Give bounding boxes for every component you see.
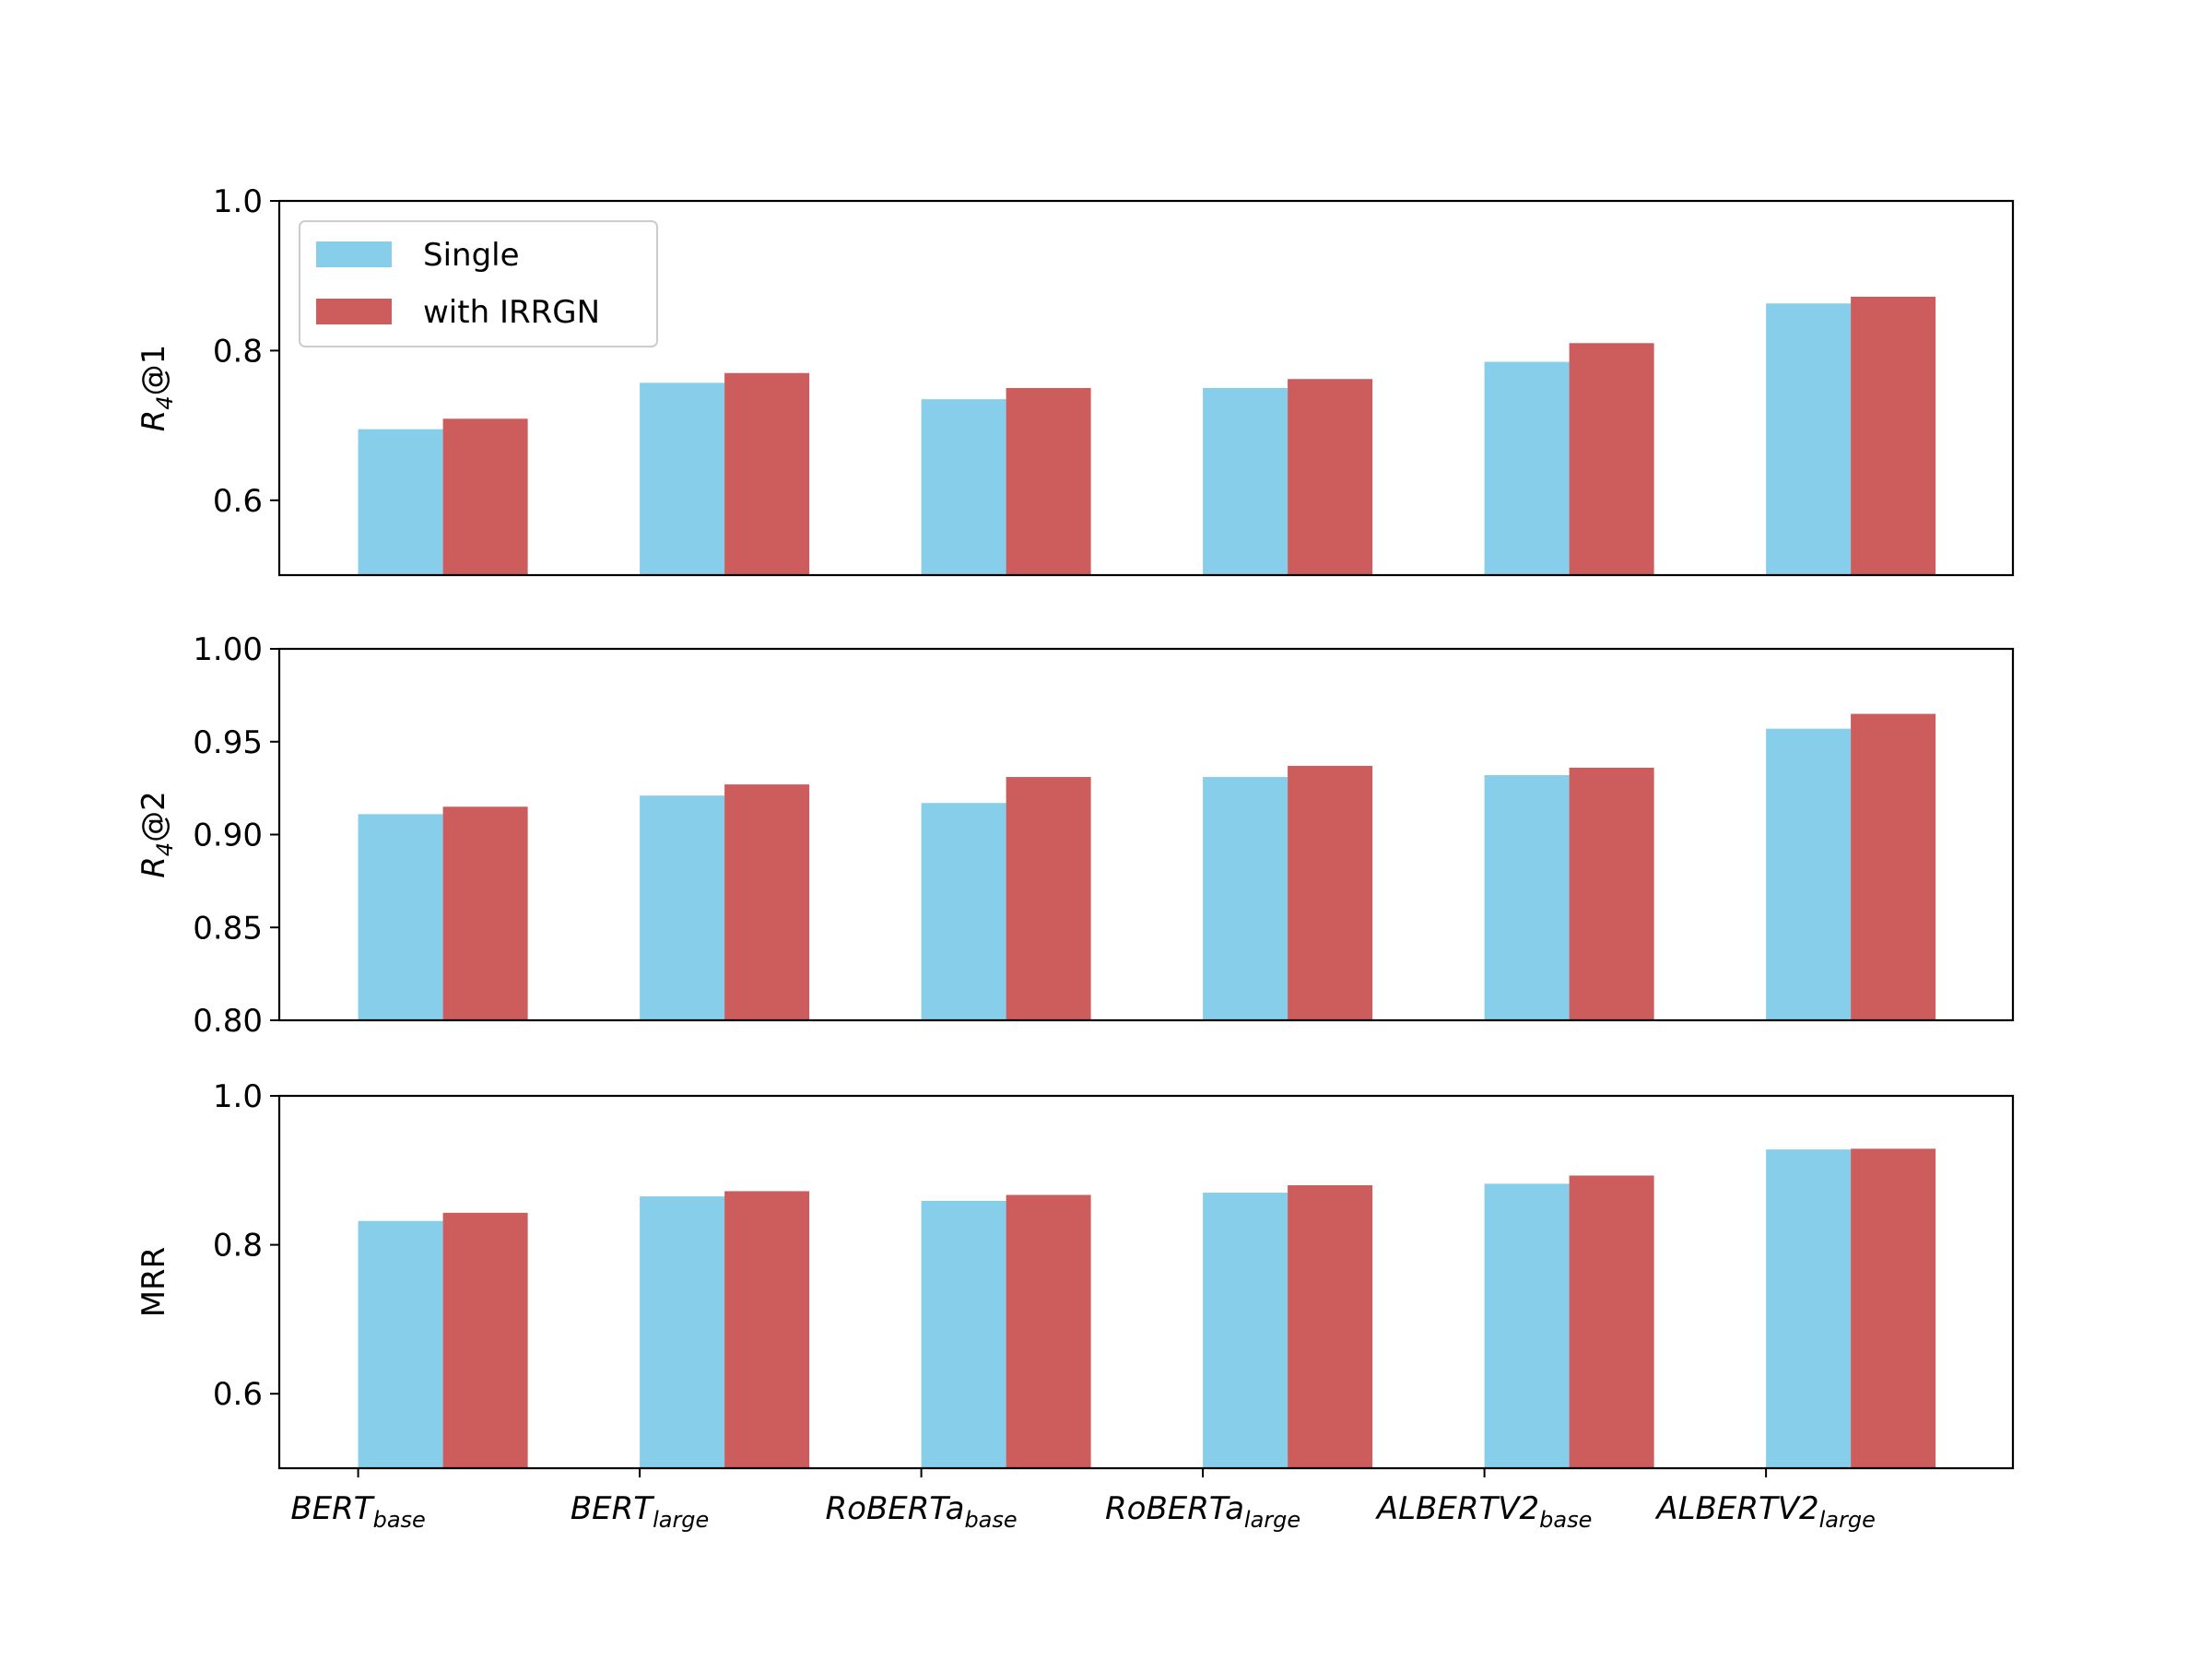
bar xyxy=(1484,775,1570,1020)
y-axis-label-suffix: @1 xyxy=(135,345,172,396)
x-tick-label-sub: large xyxy=(1244,1507,1300,1533)
y-tick-label: 0.80 xyxy=(193,1003,263,1040)
x-tick-label-main: ALBERTV2 xyxy=(1375,1490,1539,1527)
bar xyxy=(1288,1184,1373,1468)
legend-swatch xyxy=(316,241,392,267)
bar xyxy=(724,784,810,1020)
x-tick-label-main: RoBERTa xyxy=(826,1490,965,1527)
bar xyxy=(921,803,1006,1020)
axes-frame xyxy=(277,647,2015,1022)
bar xyxy=(358,1220,443,1468)
bar xyxy=(442,806,528,1020)
bar xyxy=(1006,777,1091,1020)
x-tick-label-main: RoBERTa xyxy=(1105,1490,1244,1527)
bar xyxy=(1288,379,1373,575)
y-tick-label: 0.8 xyxy=(213,333,263,370)
y-tick-label: 0.8 xyxy=(213,1228,263,1265)
bar xyxy=(640,382,725,575)
bar xyxy=(1203,1193,1288,1468)
x-tick-label-sub: base xyxy=(373,1507,426,1533)
bar xyxy=(1484,361,1570,575)
bar xyxy=(1766,1149,1852,1468)
x-tick-label-main: BERT xyxy=(290,1490,374,1527)
bar xyxy=(1766,728,1852,1020)
axes-frame xyxy=(277,1094,2015,1470)
bar xyxy=(1851,1148,1936,1468)
bar xyxy=(1569,343,1654,575)
y-tick-label: 0.90 xyxy=(193,818,263,854)
bar xyxy=(442,418,528,575)
bar xyxy=(1484,1183,1570,1468)
y-axis-label-sub: 4 xyxy=(152,395,178,409)
bar xyxy=(724,372,810,575)
x-tick-label-sub: large xyxy=(1819,1507,1876,1533)
x-tick-label-sub: base xyxy=(1539,1507,1592,1533)
y-axis-label-suffix: @2 xyxy=(135,791,172,842)
y-axis-label-main: R xyxy=(135,856,172,878)
bar xyxy=(921,399,1006,575)
y-axis-label-main: R xyxy=(135,410,172,432)
x-tick-label: RoBERTalarge xyxy=(1105,1490,1300,1533)
bar xyxy=(1569,767,1654,1020)
y-tick-label: 0.85 xyxy=(193,910,263,947)
y-axis-label: R4@1 xyxy=(135,345,178,432)
bar xyxy=(442,1212,528,1468)
y-tick-label: 0.6 xyxy=(213,483,263,520)
y-tick-label: 0.95 xyxy=(193,724,263,761)
x-tick-label-sub: base xyxy=(964,1507,1017,1533)
bar xyxy=(1288,765,1373,1020)
y-tick-label: 0.6 xyxy=(213,1376,263,1413)
y-tick-label: 1.0 xyxy=(213,183,263,220)
y-tick-label: 1.00 xyxy=(193,631,263,668)
bar xyxy=(1203,388,1288,575)
x-tick-label: ALBERTV2base xyxy=(1375,1490,1593,1533)
legend-swatch xyxy=(316,299,392,324)
bar xyxy=(1203,777,1288,1020)
bar xyxy=(1766,303,1852,575)
bar xyxy=(1006,1194,1091,1468)
x-tick-label: BERTbase xyxy=(290,1490,425,1533)
bar xyxy=(1851,296,1936,575)
y-tick-label: 1.0 xyxy=(213,1078,263,1115)
bar xyxy=(358,429,443,575)
x-tick-label-main: BERT xyxy=(571,1490,654,1527)
bar xyxy=(1006,388,1091,575)
bar xyxy=(358,814,443,1020)
y-axis-label: MRR xyxy=(135,1247,172,1318)
x-tick-label: BERTlarge xyxy=(571,1490,709,1533)
bar xyxy=(640,795,725,1020)
axes-frame xyxy=(277,199,2015,577)
y-axis-label-sub: 4 xyxy=(152,842,178,856)
bar xyxy=(640,1196,725,1468)
x-tick-label-main: ALBERTV2 xyxy=(1654,1490,1818,1527)
x-tick-label-sub: large xyxy=(653,1507,709,1533)
x-tick-label: ALBERTV2large xyxy=(1654,1490,1876,1533)
bar xyxy=(724,1191,810,1468)
legend-label: Single xyxy=(423,237,520,274)
y-axis-label-main: MRR xyxy=(135,1247,172,1318)
y-axis-label: R4@2 xyxy=(135,791,178,878)
bar xyxy=(1569,1175,1654,1468)
bar xyxy=(921,1200,1006,1468)
x-tick-label: RoBERTabase xyxy=(826,1490,1018,1533)
bar xyxy=(1851,713,1936,1020)
legend-label: with IRRGN xyxy=(423,294,600,331)
